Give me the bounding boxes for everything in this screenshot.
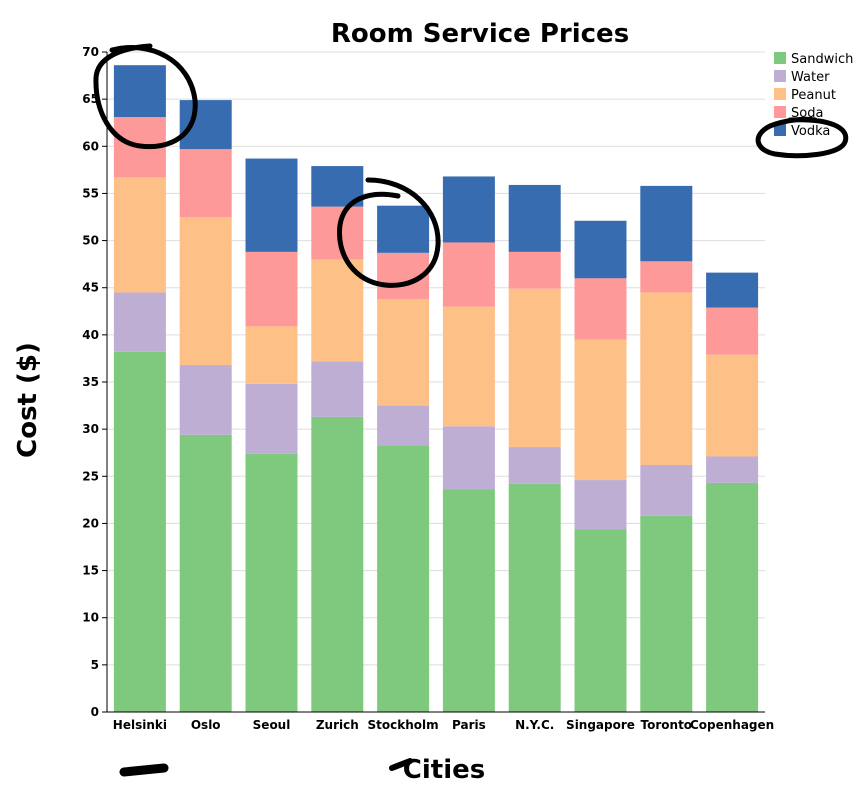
bar-segment-sandwich-oslo xyxy=(179,434,232,712)
y-tick-label: 55 xyxy=(82,186,99,200)
bar-segment-water-toronto xyxy=(640,464,693,516)
bar-segment-peanut-toronto xyxy=(640,292,693,465)
legend-label-peanut: Peanut xyxy=(791,88,836,103)
bar-segment-soda-toronto xyxy=(640,261,693,293)
bar-segment-peanut-stockholm xyxy=(377,299,430,406)
bar-segment-peanut-singapore xyxy=(574,339,627,481)
chart-title: Room Service Prices xyxy=(331,19,629,49)
x-tick-label: Oslo xyxy=(191,718,221,732)
bar-segment-soda-seoul xyxy=(245,251,298,327)
bar-segment-vodka-seoul xyxy=(245,158,298,252)
y-tick-label: 30 xyxy=(82,422,99,436)
bar-segment-vodka-singapore xyxy=(574,220,627,279)
bar-segment-vodka-toronto xyxy=(640,185,693,262)
x-tick-label: Zurich xyxy=(316,718,359,732)
bar-segment-water-zurich xyxy=(311,361,364,417)
bar-segment-water-n-y-c xyxy=(508,447,561,484)
y-tick-label: 60 xyxy=(82,139,99,153)
bar-segment-water-seoul xyxy=(245,383,298,454)
dash-scribble-cities xyxy=(389,758,413,771)
bar-segment-sandwich-helsinki xyxy=(113,351,166,712)
bar-segment-peanut-oslo xyxy=(179,217,232,366)
y-tick-label: 35 xyxy=(82,375,99,389)
legend-label-vodka: Vodka xyxy=(791,124,830,139)
bar-segment-vodka-oslo xyxy=(179,100,232,150)
bar-segment-peanut-paris xyxy=(442,306,495,427)
legend-label-water: Water xyxy=(791,70,830,85)
x-tick-label: N.Y.C. xyxy=(515,718,554,732)
bar-segment-sandwich-zurich xyxy=(311,416,364,712)
bar-segment-sandwich-paris xyxy=(442,489,495,712)
y-tick-label: 45 xyxy=(82,281,99,295)
bar-segment-sandwich-copenhagen xyxy=(706,482,759,712)
x-tick-label: Paris xyxy=(452,718,486,732)
bar-segment-vodka-helsinki xyxy=(113,65,166,118)
x-tick-label: Toronto xyxy=(641,718,693,732)
scribble-annotations xyxy=(93,43,849,777)
x-tick-label: Copenhagen xyxy=(690,718,774,732)
bar-segment-sandwich-toronto xyxy=(640,515,693,712)
bar-segment-vodka-copenhagen xyxy=(706,272,759,308)
bar-segment-soda-singapore xyxy=(574,278,627,340)
bar-segment-peanut-helsinki xyxy=(113,177,166,293)
circle-scribble-vodka-legend xyxy=(755,116,849,159)
legend-swatch-sandwich xyxy=(774,52,786,64)
bar-segment-peanut-copenhagen xyxy=(706,354,759,457)
bar-segment-water-singapore xyxy=(574,480,627,530)
bar-segment-vodka-n-y-c xyxy=(508,184,561,252)
bar-segment-peanut-zurich xyxy=(311,259,364,362)
bar-segment-water-copenhagen xyxy=(706,456,759,483)
x-tick-label: Helsinki xyxy=(113,718,167,732)
bar-segment-water-stockholm xyxy=(377,405,430,446)
bars xyxy=(113,65,759,712)
circle-scribble-helsinki xyxy=(93,43,198,150)
y-tick-label: 10 xyxy=(82,611,99,625)
x-axis-label: Cities xyxy=(403,755,485,785)
bar-segment-peanut-n-y-c xyxy=(508,288,561,448)
bar-segment-water-paris xyxy=(442,426,495,490)
bar-segment-vodka-stockholm xyxy=(377,205,430,253)
y-tick-label: 40 xyxy=(82,328,99,342)
y-tick-label: 70 xyxy=(82,45,99,59)
x-tick-label: Stockholm xyxy=(368,718,439,732)
bar-segment-water-helsinki xyxy=(113,292,166,352)
bar-segment-sandwich-seoul xyxy=(245,453,298,712)
legend-swatch-peanut xyxy=(774,88,786,100)
x-tick-labels: Helsinki Oslo Seoul Zurich Stockholm Paris N.Y… xyxy=(113,718,774,732)
y-tick-label: 15 xyxy=(82,564,99,578)
y-tick-label: 20 xyxy=(82,516,99,530)
bar-segment-vodka-paris xyxy=(442,176,495,243)
x-tick-label: Singapore xyxy=(566,718,635,732)
legend-swatch-vodka xyxy=(774,124,786,136)
bar-segment-soda-paris xyxy=(442,242,495,307)
bar-segment-peanut-seoul xyxy=(245,326,298,384)
y-tick-label: 0 xyxy=(91,705,99,719)
legend-swatch-soda xyxy=(774,106,786,118)
bar-segment-sandwich-n-y-c xyxy=(508,483,561,712)
legend-label-sandwich: Sandwich xyxy=(791,52,853,67)
bar-segment-water-oslo xyxy=(179,365,232,435)
y-axis-label: Cost ($) xyxy=(13,342,43,458)
dash-scribble-left xyxy=(119,763,169,777)
y-tick-label: 5 xyxy=(91,658,99,672)
circle-scribble-stockholm xyxy=(336,177,441,288)
bar-segment-soda-copenhagen xyxy=(706,307,759,355)
bar-segment-soda-n-y-c xyxy=(508,251,561,289)
y-tick-label: 25 xyxy=(82,469,99,483)
bar-segment-sandwich-singapore xyxy=(574,529,627,712)
bar-segment-soda-oslo xyxy=(179,149,232,217)
x-tick-label: Seoul xyxy=(253,718,291,732)
y-tick-label: 50 xyxy=(82,234,99,248)
legend-swatch-water xyxy=(774,70,786,82)
bar-segment-sandwich-stockholm xyxy=(377,445,430,712)
